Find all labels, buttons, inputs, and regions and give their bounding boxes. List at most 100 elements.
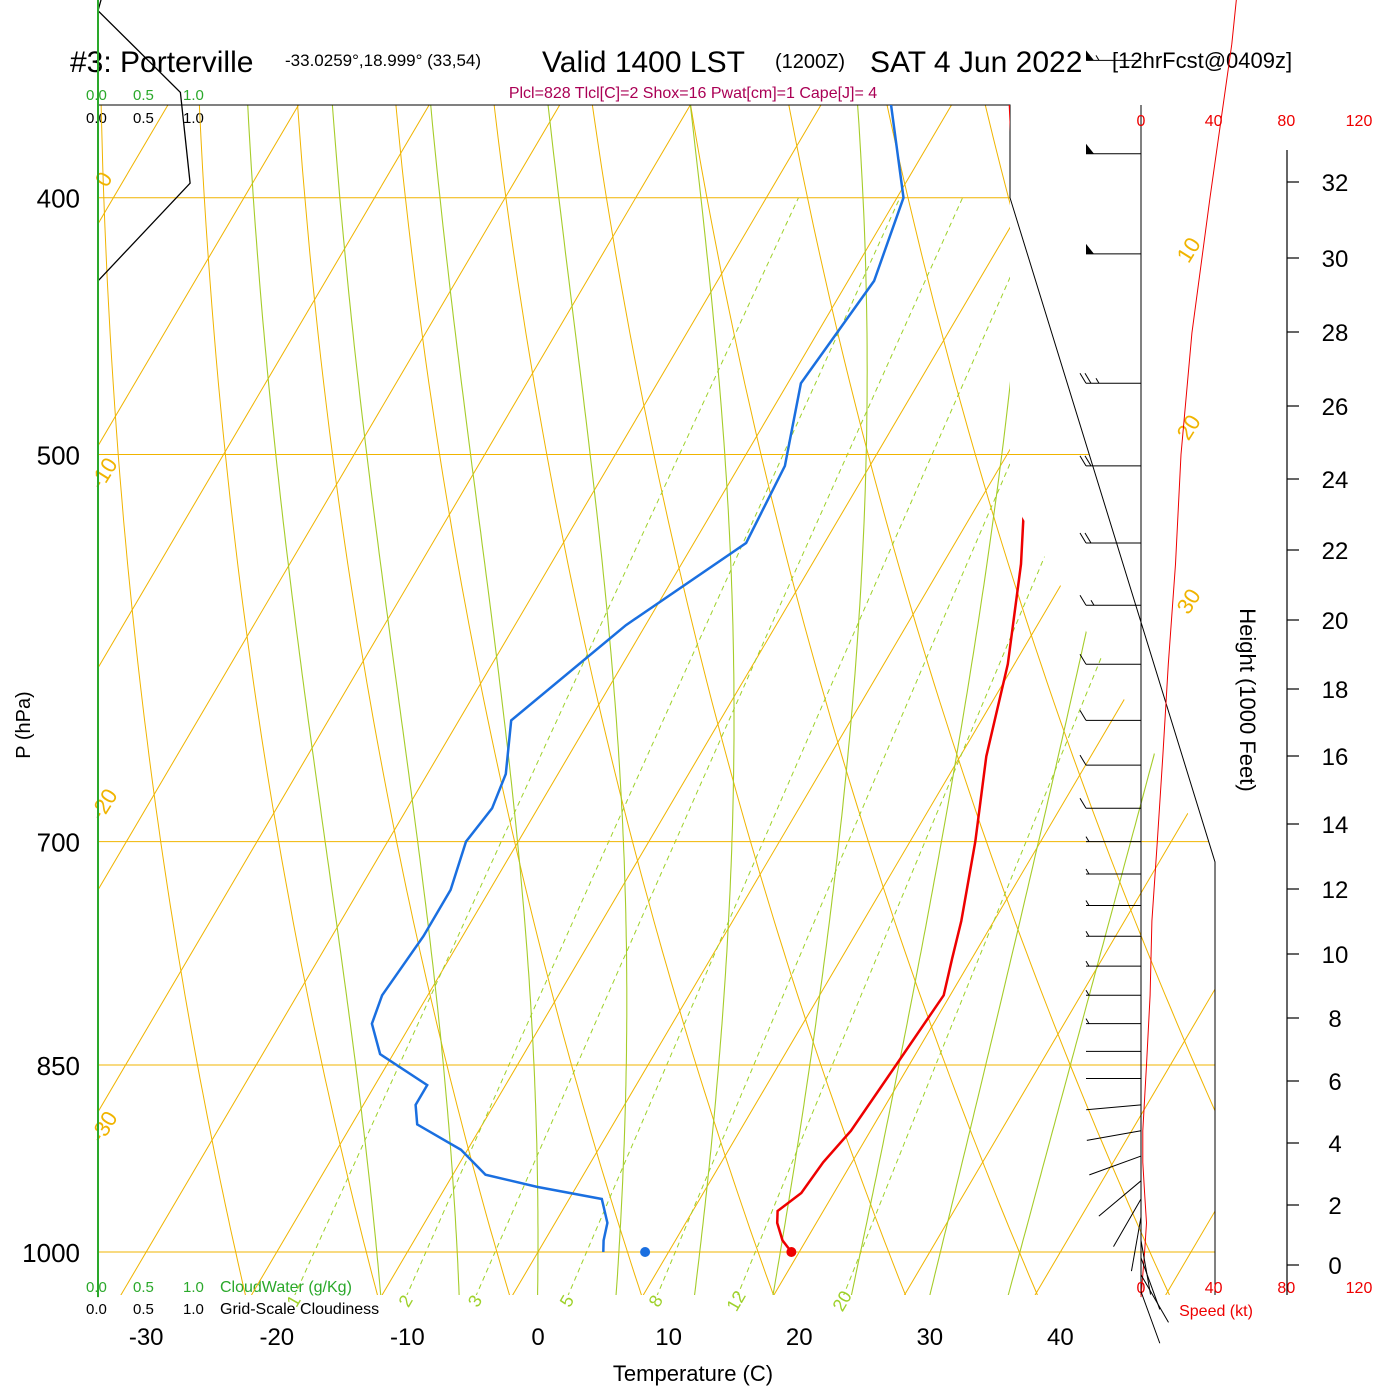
height-tick-label: 6 <box>1328 1069 1341 1096</box>
isotherm-line <box>98 105 563 1295</box>
wind-barb <box>1079 754 1141 766</box>
cloud-legend-top: 0.0 0.5 1.0 0.0 0.5 1.0 <box>86 87 204 127</box>
moist-adiabat-line <box>509 105 628 1295</box>
speed-tick-label-top: 80 <box>1277 113 1295 130</box>
wind-barb <box>1086 50 1141 61</box>
dry-adiabat-line <box>545 105 907 1295</box>
height-tick-label: 26 <box>1322 394 1349 421</box>
wind-barb-half-feather <box>1085 900 1090 906</box>
wind-barb-feather <box>1079 455 1087 467</box>
height-tick-label: 28 <box>1322 320 1349 347</box>
zulu-time: (1200Z) <box>775 51 845 73</box>
wind-barb-staff <box>1089 1155 1142 1176</box>
dry-adiabat-line <box>633 105 1039 1295</box>
cloudiness-scale-05-bottom: 0.5 <box>133 1301 154 1318</box>
mixing-ratio-label: 5 <box>556 1292 578 1311</box>
cloud-legend-bottom: 0.0 0.5 1.0 CloudWater (g/Kg) 0.0 0.5 1.… <box>86 1279 379 1318</box>
cloudiness-legend-label: Grid-Scale Cloudiness <box>220 1301 379 1318</box>
height-tick-label: 12 <box>1322 877 1349 904</box>
height-tick-label: 16 <box>1322 744 1349 771</box>
dry-adiabat-line <box>281 105 511 1295</box>
mixing-ratio-label: 12 <box>723 1287 750 1314</box>
mixing-ratio-line <box>405 197 901 1295</box>
plot-frame <box>97 104 1216 1295</box>
valid-time: Valid 1400 LST <box>542 46 745 79</box>
isotherm-line <box>1164 105 1215 1295</box>
stability-indices: Plcl=828 Tlcl[C]=2 Shox=16 Pwat[cm]=1 Ca… <box>509 85 877 102</box>
isotherm-line <box>380 105 1215 1295</box>
height-tick-label: 20 <box>1322 608 1349 635</box>
background-lines <box>98 105 1215 1295</box>
speed-tick-label-top: 120 <box>1346 113 1373 130</box>
temperature-tick-label: 40 <box>1047 1324 1074 1351</box>
wind-barb-staff <box>1113 1198 1142 1247</box>
cloudiness-scale-1-bottom: 1.0 <box>183 1301 204 1318</box>
wind-barb-pennant <box>1086 50 1094 61</box>
station-coords: -33.0259°,18.999° (33,54) <box>285 51 481 70</box>
wind-barb-half-feather <box>1085 930 1090 937</box>
cloudiness-scale-0-bottom: 0.0 <box>86 1301 107 1318</box>
wind-barb-pennant <box>1086 143 1094 154</box>
wind-barb <box>1113 1198 1142 1247</box>
isotherm-label: 20 <box>1172 410 1206 444</box>
wind-barb-half-feather <box>1085 989 1090 996</box>
temperature-axis-title: Temperature (C) <box>613 1361 773 1386</box>
temperature-tick-label: 10 <box>655 1324 682 1351</box>
height-tick-label: 8 <box>1328 1006 1341 1033</box>
dewpoint-profile-line <box>370 105 905 1253</box>
wind-barb-staff <box>1140 1291 1161 1344</box>
wind-barb-half-feather <box>1095 378 1100 384</box>
cloudiness-scale-0: 0.0 <box>86 110 107 127</box>
isotherm-line <box>902 105 1215 1295</box>
pressure-axis-title: P (hPa) <box>13 691 35 758</box>
moist-adiabat-line <box>772 105 868 1295</box>
mixing-ratio-label: 8 <box>645 1292 667 1311</box>
isotherm-line <box>1033 105 1215 1295</box>
wind-barb <box>1085 1018 1141 1025</box>
isotherm-line <box>98 105 824 1295</box>
wind-barb-feather <box>1079 653 1087 665</box>
height-tick-label: 0 <box>1328 1253 1341 1280</box>
grid-scale-cloudiness-line <box>97 0 191 282</box>
pressure-tick-label: 700 <box>37 828 80 858</box>
isotherm-label: 10 <box>1172 233 1206 267</box>
temperature-tick-label: 0 <box>531 1324 544 1351</box>
cloudwater-scale-1: 1.0 <box>183 87 204 104</box>
pressure-tick-label: 400 <box>37 184 80 214</box>
wind-barb-half-feather <box>1095 55 1100 61</box>
date-label: SAT 4 Jun 2022 <box>870 46 1082 79</box>
isotherm-line <box>772 105 1215 1295</box>
height-tick-label: 2 <box>1328 1193 1341 1220</box>
wind-barb <box>1089 1155 1142 1176</box>
mixing-ratio-label: 2 <box>395 1292 417 1311</box>
cloudwater-scale-05-bottom: 0.5 <box>133 1279 154 1296</box>
isotherm-label: 0 <box>90 167 118 191</box>
height-tick-label: 30 <box>1322 246 1349 273</box>
cloudiness-scale-05: 0.5 <box>133 110 154 127</box>
wind-barb <box>1140 1291 1161 1344</box>
wind-barb <box>1085 930 1141 937</box>
wind-barb <box>1086 143 1141 155</box>
speed-tick-label-top: 40 <box>1205 113 1223 130</box>
wind-barb-feather <box>1079 594 1087 606</box>
isotherm-label: 30 <box>1172 584 1206 618</box>
wind-barb-feather <box>1079 754 1087 766</box>
wind-barb <box>1079 797 1141 809</box>
height-tick-label: 24 <box>1322 467 1349 494</box>
wind-barb-half-feather <box>1085 836 1090 842</box>
isotherm-line <box>98 105 955 1295</box>
pressure-tick-label: 850 <box>37 1051 80 1081</box>
wind-barb <box>1085 989 1141 996</box>
wind-barb <box>1130 1216 1142 1272</box>
mixing-ratio-line <box>566 197 1046 1295</box>
mixing-ratio-line <box>842 197 1215 1295</box>
wind-barb <box>1140 1257 1161 1310</box>
mixing-ratio-line <box>736 197 1198 1295</box>
dry-adiabat-line <box>457 105 775 1295</box>
mixing-ratio-label: 3 <box>464 1292 486 1311</box>
temperature-tick-label: 20 <box>786 1324 813 1351</box>
wind-barb <box>1079 532 1141 544</box>
wind-barb <box>1079 710 1141 721</box>
cloudwater-scale-05: 0.5 <box>133 87 154 104</box>
